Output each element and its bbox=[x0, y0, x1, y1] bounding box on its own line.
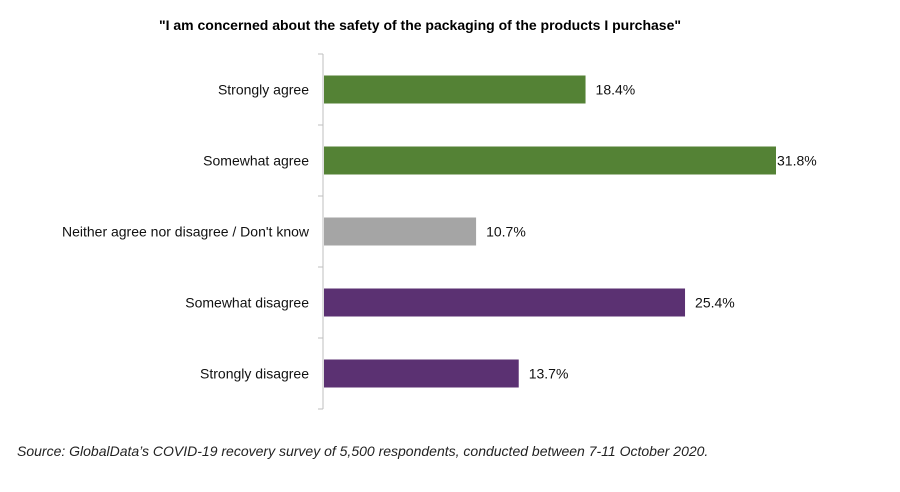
bar-somewhat-agree bbox=[324, 146, 776, 175]
category-label: Neither agree nor disagree / Don't know bbox=[62, 224, 310, 240]
data-label: 10.7% bbox=[486, 224, 526, 240]
bar-strongly-disagree bbox=[324, 359, 519, 388]
chart-title: "I am concerned about the safety of the … bbox=[158, 17, 682, 33]
data-label: 18.4% bbox=[596, 82, 636, 98]
data-label: 13.7% bbox=[529, 366, 569, 382]
data-label: 31.8% bbox=[777, 153, 817, 169]
category-label: Strongly disagree bbox=[200, 366, 309, 382]
category-label: Strongly agree bbox=[218, 82, 309, 98]
bar-neither-agree-nor-disagree-don-t-know bbox=[324, 217, 477, 246]
bar-somewhat-disagree bbox=[324, 288, 686, 317]
category-label: Somewhat disagree bbox=[185, 295, 309, 311]
data-label: 25.4% bbox=[695, 295, 735, 311]
category-label: Somewhat agree bbox=[203, 153, 309, 169]
source-note: Source: GlobalData’s COVID-19 recovery s… bbox=[17, 443, 709, 459]
bar-strongly-agree bbox=[324, 75, 586, 104]
